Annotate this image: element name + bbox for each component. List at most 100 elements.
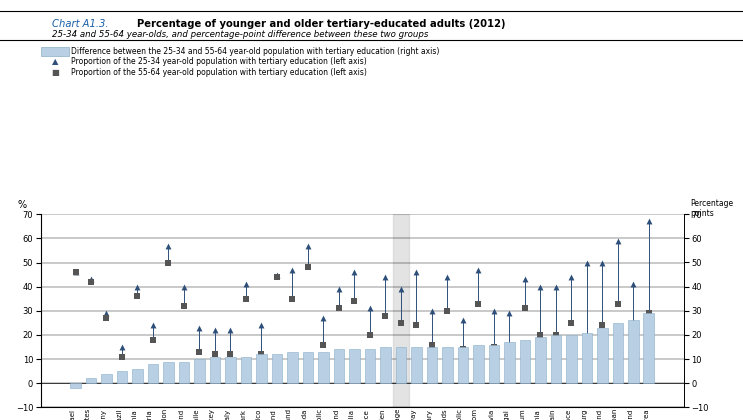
Point [240,295,252,302]
Point [597,259,609,266]
Point [100,315,112,321]
Text: Proportion of the 55-64 year-old population with tertiary education (left axis): Proportion of the 55-64 year-old populat… [71,68,366,77]
Text: Proportion of the 25-34 year-old population with tertiary education (left axis): Proportion of the 25-34 year-old populat… [71,57,366,66]
Bar [411,347,422,383]
Point [441,274,453,281]
Point [224,327,236,333]
Point [519,305,531,312]
Bar [148,364,158,383]
Bar [551,335,562,383]
Point [395,320,407,326]
Bar [597,328,608,383]
Point [504,349,516,355]
Bar [628,320,639,383]
Point [163,259,175,266]
Point [302,264,314,270]
Point [193,324,205,331]
Point [132,293,143,300]
Point [628,281,640,288]
Point [333,305,345,312]
Y-axis label: Percentage
points: Percentage points [690,199,733,218]
Point [85,278,97,285]
Point [534,283,546,290]
Bar [85,378,97,383]
Bar [101,374,112,383]
Y-axis label: %: % [17,200,26,210]
Point [364,305,376,312]
Bar [582,333,592,383]
Point [163,242,175,249]
Point [178,302,190,309]
Point [612,237,624,244]
Bar [287,352,298,383]
Bar [643,313,655,383]
Point [271,271,283,278]
Text: Difference between the 25-34 and 55-64 year-old population with tertiary educati: Difference between the 25-34 and 55-64 y… [71,47,439,56]
Point [565,320,577,326]
Point [504,310,516,317]
Point [488,307,500,314]
Bar [256,354,267,383]
Bar [302,352,314,383]
Bar [241,357,251,383]
Point [581,259,593,266]
Bar [488,344,499,383]
Point [287,295,299,302]
Point [395,286,407,292]
Text: Chart A1.3.: Chart A1.3. [52,19,108,29]
Bar [473,344,484,383]
Point [209,327,221,333]
Point [380,274,392,281]
Text: 25-34 and 55-64 year-olds, and percentage-point difference between these two gro: 25-34 and 55-64 year-olds, and percentag… [52,30,429,39]
Bar [395,347,406,383]
Bar [70,383,81,388]
Text: Percentage of younger and older tertiary-educated adults (2012): Percentage of younger and older tertiary… [137,19,506,29]
Point [426,307,438,314]
Text: ■: ■ [51,68,59,77]
Bar [380,347,391,383]
Point [116,353,128,360]
Point [70,269,82,276]
Bar [519,340,531,383]
Bar [163,362,174,383]
Point [256,322,267,328]
Point [550,332,562,339]
Bar [271,354,282,383]
Bar [132,369,143,383]
Point [426,341,438,348]
Bar [612,323,623,383]
Point [317,341,329,348]
Point [100,310,112,317]
Bar [442,347,453,383]
Bar [194,359,205,383]
Point [348,269,360,276]
Point [178,283,190,290]
Point [116,344,128,350]
Bar [334,349,345,383]
Point [193,349,205,355]
Point [473,300,484,307]
Point [256,351,267,357]
Point [271,274,283,281]
Point [411,322,423,328]
Bar [178,362,189,383]
Bar [210,357,221,383]
Point [488,344,500,350]
Bar [365,349,375,383]
Bar [426,347,438,383]
Bar [117,371,127,383]
Bar [535,337,546,383]
Point [224,351,236,357]
Point [317,315,329,321]
Point [240,281,252,288]
Point [411,269,423,276]
Point [565,274,577,281]
Point [147,322,159,328]
Point [628,329,640,336]
Point [132,283,143,290]
Point [348,298,360,304]
Bar [349,349,360,383]
Point [581,334,593,341]
Point [534,332,546,339]
Point [380,312,392,319]
